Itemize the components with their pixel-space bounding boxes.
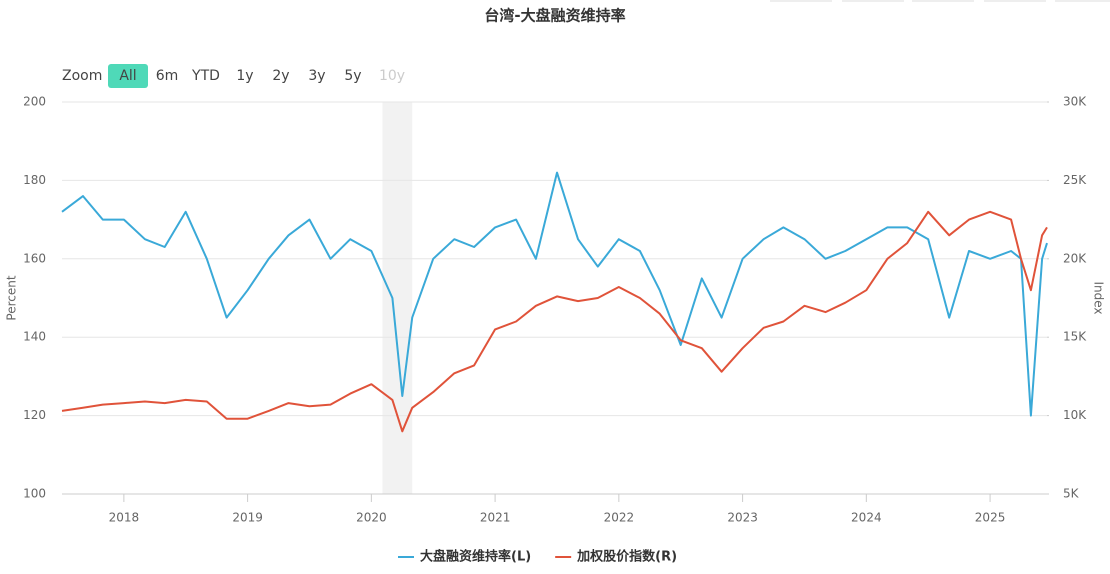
y-tick-label: 200 bbox=[23, 95, 46, 109]
y-tick-label: 120 bbox=[23, 408, 46, 422]
series-line bbox=[61, 171, 1048, 417]
hidden-button bbox=[912, 0, 974, 2]
hidden-button bbox=[770, 0, 832, 2]
y2-tick-label: 30K bbox=[1063, 95, 1087, 109]
range-button[interactable]: 10y bbox=[379, 68, 405, 84]
y2-tick-label: 20K bbox=[1063, 251, 1087, 265]
y2-axis-title: Index bbox=[1092, 281, 1106, 314]
chart-title: 台湾-大盘融资维持率 bbox=[484, 7, 625, 25]
y-tick-label: 100 bbox=[23, 487, 46, 501]
hidden-button bbox=[984, 0, 1046, 2]
range-button-bg[interactable] bbox=[108, 64, 148, 88]
y-tick-label: 180 bbox=[23, 173, 46, 187]
x-tick-label: 2021 bbox=[480, 511, 511, 525]
plot-band bbox=[382, 102, 413, 494]
range-button[interactable]: 3y bbox=[308, 68, 325, 84]
y-tick-label: 140 bbox=[23, 330, 46, 344]
hidden-button bbox=[1055, 0, 1110, 2]
x-tick-label: 2019 bbox=[232, 511, 263, 525]
x-tick-label: 2024 bbox=[851, 511, 882, 525]
zoom-label: Zoom bbox=[62, 68, 102, 84]
y2-tick-label: 15K bbox=[1063, 330, 1087, 344]
x-tick-label: 2020 bbox=[356, 511, 387, 525]
range-button[interactable]: All bbox=[119, 68, 136, 84]
x-tick-label: 2022 bbox=[604, 511, 635, 525]
range-button[interactable]: 6m bbox=[156, 68, 179, 84]
y2-tick-label: 25K bbox=[1063, 173, 1087, 187]
range-button[interactable]: 1y bbox=[236, 68, 253, 84]
y2-tick-label: 5K bbox=[1063, 487, 1080, 501]
legend-item[interactable]: 加权股价指数(R) bbox=[576, 549, 677, 565]
series-line bbox=[61, 210, 1048, 433]
range-button[interactable]: 5y bbox=[344, 68, 361, 84]
hidden-button bbox=[842, 0, 904, 2]
y-axis-title: Percent bbox=[5, 275, 19, 320]
range-button[interactable]: 2y bbox=[272, 68, 289, 84]
y-tick-label: 160 bbox=[23, 251, 46, 265]
x-tick-label: 2025 bbox=[975, 511, 1006, 525]
x-tick-label: 2023 bbox=[727, 511, 758, 525]
range-button[interactable]: YTD bbox=[191, 68, 220, 84]
x-tick-label: 2018 bbox=[109, 511, 140, 525]
y2-tick-label: 10K bbox=[1063, 408, 1087, 422]
legend-item[interactable]: 大盘融资维持率(L) bbox=[420, 549, 531, 565]
